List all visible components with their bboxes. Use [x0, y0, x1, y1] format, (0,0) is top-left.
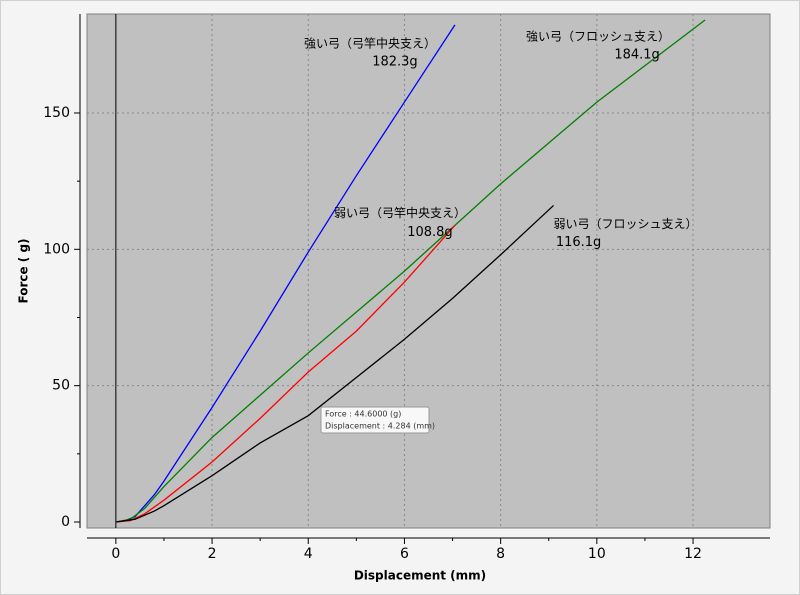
y-axis-label: Force ( g) [17, 238, 31, 303]
x-tick-label: 0 [111, 546, 120, 562]
y-tick-label: 0 [61, 514, 70, 530]
x-tick-label: 8 [496, 546, 505, 562]
tooltip-line: Displacement : 4.284 (mm) [325, 422, 435, 431]
series-line [115, 204, 554, 523]
x-axis-label: Displacement (mm) [354, 569, 486, 583]
y-tick-label: 50 [52, 378, 70, 394]
end-label: 184.1g [614, 47, 659, 62]
series-line [115, 19, 706, 523]
series-name: 弱い弓（フロッシュ支え） [554, 217, 698, 231]
plot-area [86, 13, 771, 529]
x-tick-label: 6 [400, 546, 409, 562]
end-label: 108.8g [407, 225, 452, 240]
end-label: 182.3g [372, 54, 417, 69]
tooltip-line: Force : 44.6000 (g) [325, 410, 401, 419]
x-tick-label: 4 [304, 546, 313, 562]
series-name: 強い弓（フロッシュ支え） [526, 29, 670, 43]
tooltip-box [320, 406, 430, 434]
x-tick-label: 10 [588, 546, 606, 562]
y-tick-label: 150 [43, 105, 70, 121]
series-name: 弱い弓（弓竿中央支え） [334, 205, 466, 220]
series-name: 強い弓（弓竿中央支え） [304, 35, 436, 50]
series-line [115, 224, 456, 523]
x-tick-label: 12 [684, 546, 702, 562]
end-label: 116.1g [556, 235, 601, 250]
x-tick-label: 2 [208, 546, 217, 562]
y-tick-label: 100 [43, 241, 70, 257]
